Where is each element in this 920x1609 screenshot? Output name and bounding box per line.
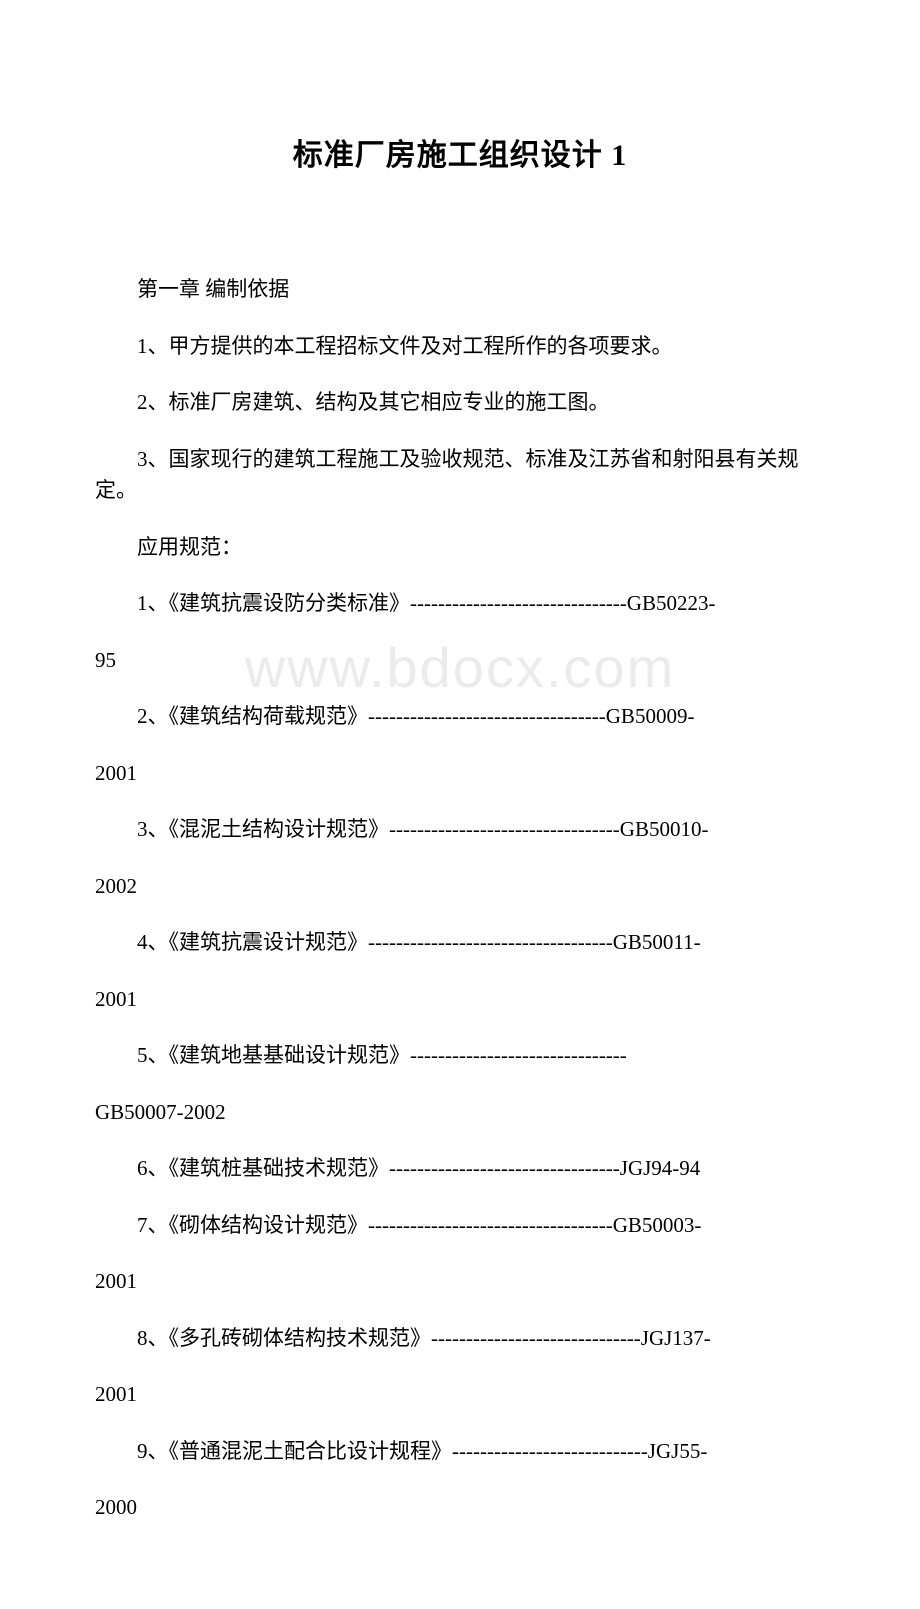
spec-item-cont: 2001 [95, 758, 825, 790]
spec-item: 9、《普通混泥土配合比设计规程》------------------------… [95, 1436, 825, 1468]
page-title: 标准厂房施工组织设计 1 [95, 130, 825, 174]
spec-item: 7、《砌体结构设计规范》----------------------------… [95, 1210, 825, 1242]
spec-item: 2、《建筑结构荷载规范》----------------------------… [95, 701, 825, 733]
spec-item-cont: 2001 [95, 1266, 825, 1298]
spec-item: 3、《混泥土结构设计规范》---------------------------… [95, 814, 825, 846]
spec-item: 4、《建筑抗震设计规范》----------------------------… [95, 927, 825, 959]
spec-item-cont: 2000 [95, 1492, 825, 1524]
spec-item-cont: 95 [95, 645, 825, 677]
spec-item-cont: 2002 [95, 871, 825, 903]
document-content: 标准厂房施工组织设计 1 第一章 编制依据 1、甲方提供的本工程招标文件及对工程… [95, 130, 825, 1524]
basis-item: 3、国家现行的建筑工程施工及验收规范、标准及江苏省和射阳县有关规定。 [95, 444, 825, 507]
basis-item: 2、标准厂房建筑、结构及其它相应专业的施工图。 [95, 387, 825, 419]
spec-item: 5、《建筑地基基础设计规范》--------------------------… [95, 1040, 825, 1072]
spec-item-cont: 2001 [95, 1379, 825, 1411]
spec-item: 8、《多孔砖砌体结构技术规范》-------------------------… [95, 1323, 825, 1355]
spec-heading: 应用规范： [95, 532, 825, 564]
chapter-heading: 第一章 编制依据 [95, 274, 825, 306]
spec-item-cont: GB50007-2002 [95, 1097, 825, 1129]
spec-item-cont: 2001 [95, 984, 825, 1016]
spec-item: 6、《建筑桩基础技术规范》---------------------------… [95, 1153, 825, 1185]
spec-item: 1、《建筑抗震设防分类标准》--------------------------… [95, 588, 825, 620]
basis-item: 1、甲方提供的本工程招标文件及对工程所作的各项要求。 [95, 331, 825, 363]
